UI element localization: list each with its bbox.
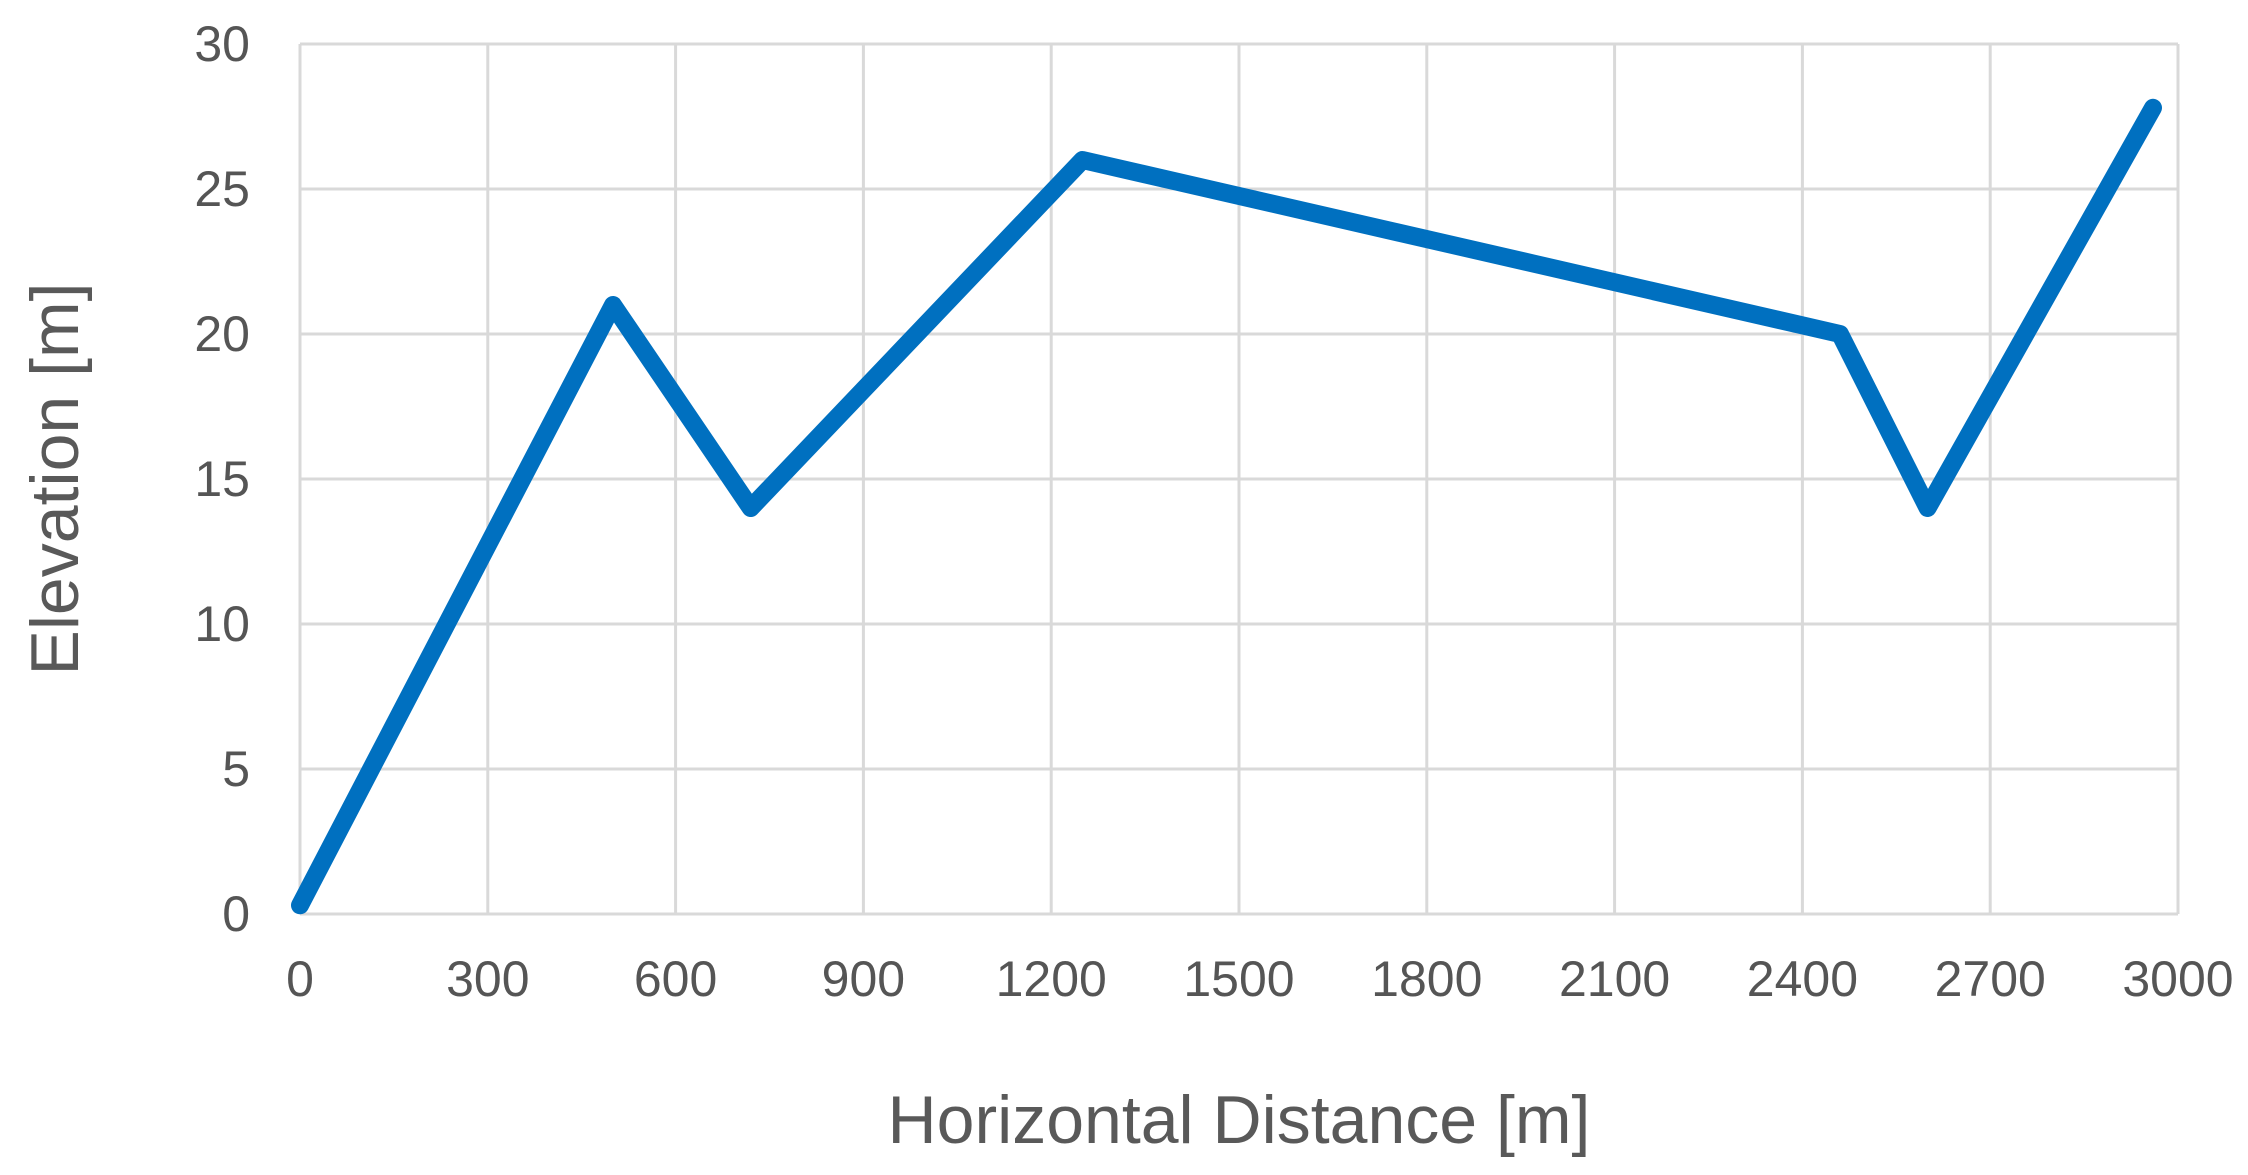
x-tick-label: 3000 [2122,951,2233,1007]
data-point [299,904,301,906]
y-axis-title: Elevation [m] [17,282,93,675]
series-line [291,98,2162,915]
y-tick-label: 25 [194,161,250,217]
y-tick-label: 20 [194,306,250,362]
x-tick-label: 300 [446,951,529,1007]
series-layer [291,98,2162,915]
x-tick-label: 1800 [1371,951,1482,1007]
x-tick-label: 2400 [1747,951,1858,1007]
data-point [1839,333,1841,335]
x-tick-label: 2100 [1559,951,1670,1007]
x-tick-label: 900 [822,951,905,1007]
x-axis-title: Horizontal Distance [m] [888,1082,1591,1158]
y-tick-label: 0 [222,886,250,942]
gridlines [298,42,2180,916]
y-tick-label: 5 [222,741,250,797]
x-tick-label: 2700 [1935,951,2046,1007]
data-point [750,507,752,509]
data-point [2152,107,2154,109]
x-axis-ticks: 0 300 600 900 1200 1500 1800 2100 2400 2700 3000 [286,951,2234,1007]
data-point [612,304,614,306]
x-tick-label: 600 [634,951,717,1007]
y-axis-ticks: 0 5 10 15 20 25 30 [194,16,250,942]
x-tick-label: 1200 [996,951,1107,1007]
data-point [1927,507,1929,509]
data-point [1082,159,1083,161]
y-tick-label: 15 [194,451,250,507]
y-tick-label: 10 [194,596,250,652]
y-tick-label: 30 [194,16,250,72]
x-tick-label: 1500 [1183,951,1294,1007]
x-tick-label: 0 [286,951,314,1007]
